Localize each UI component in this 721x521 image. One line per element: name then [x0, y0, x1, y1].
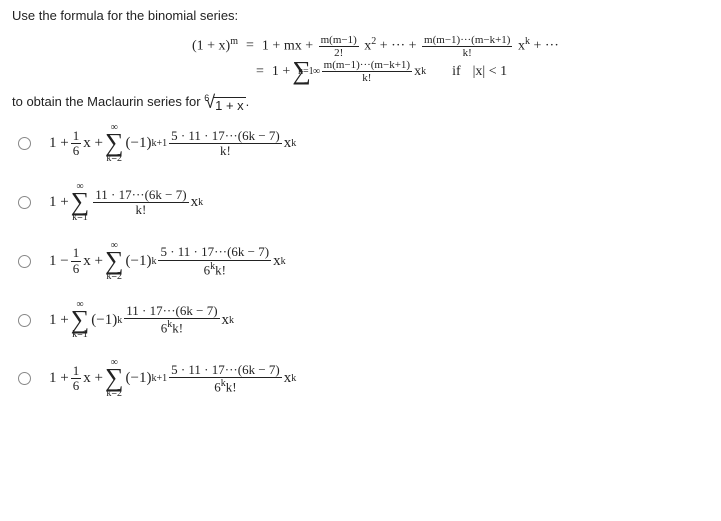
radio-icon[interactable] — [18, 196, 31, 209]
option-5-expr: 1 + 16 x + ∞∑k=2 (−1)k+1 5 · 11 · 17···(… — [49, 358, 296, 399]
option-3[interactable]: 1 − 16 x + ∞∑k=2 (−1)k 5 · 11 · 17···(6k… — [18, 241, 709, 282]
radio-icon[interactable] — [18, 255, 31, 268]
binomial-formula: (1 + x)m = 1 + mx + m(m−1)2! x2 + ··· + … — [12, 29, 709, 88]
intro-text: Use the formula for the binomial series: — [12, 8, 709, 23]
radio-icon[interactable] — [18, 314, 31, 327]
option-5[interactable]: 1 + 16 x + ∞∑k=2 (−1)k+1 5 · 11 · 17···(… — [18, 358, 709, 399]
subtext: to obtain the Maclaurin series for 6 √ 1… — [12, 92, 709, 113]
option-2-expr: 1 + ∞∑k=1 11 · 17···(6k − 7)k! xk — [49, 182, 203, 223]
option-4-expr: 1 + ∞∑k=1 (−1)k 11 · 17···(6k − 7)6kk! x… — [49, 300, 234, 341]
option-1-expr: 1 + 16 x + ∞∑k=2 (−1)k+1 5 · 11 · 17···(… — [49, 123, 296, 164]
radio-icon[interactable] — [18, 137, 31, 150]
option-1[interactable]: 1 + 16 x + ∞∑k=2 (−1)k+1 5 · 11 · 17···(… — [18, 123, 709, 164]
option-4[interactable]: 1 + ∞∑k=1 (−1)k 11 · 17···(6k − 7)6kk! x… — [18, 300, 709, 341]
radio-icon[interactable] — [18, 372, 31, 385]
options-group: 1 + 16 x + ∞∑k=2 (−1)k+1 5 · 11 · 17···(… — [12, 123, 709, 399]
option-3-expr: 1 − 16 x + ∞∑k=2 (−1)k 5 · 11 · 17···(6k… — [49, 241, 286, 282]
option-2[interactable]: 1 + ∞∑k=1 11 · 17···(6k − 7)k! xk — [18, 182, 709, 223]
